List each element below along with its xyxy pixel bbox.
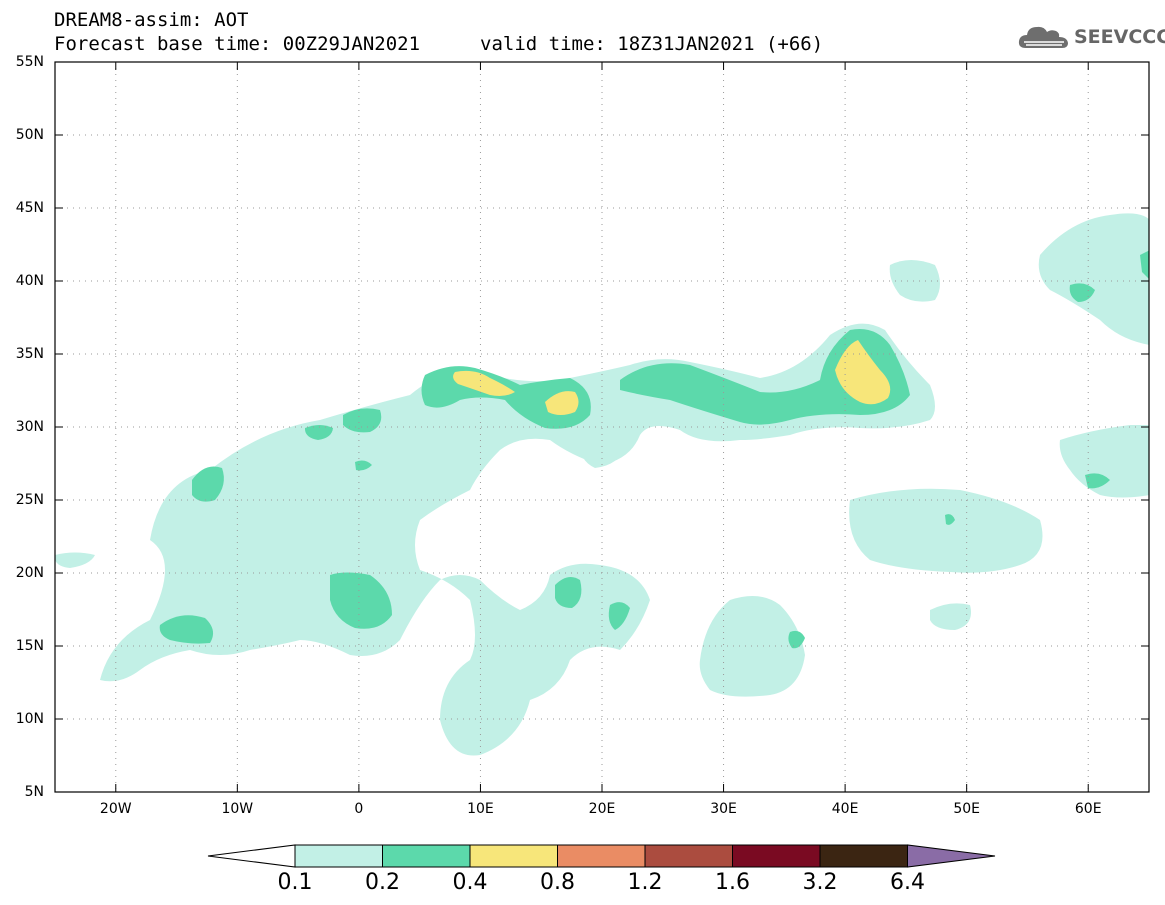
lat-label: 35N: [15, 346, 44, 362]
colorbar-swatch: [644, 844, 733, 868]
lon-label: 60E: [1074, 801, 1102, 817]
colorbar-swatch: [557, 844, 646, 868]
colorbar-high-arrow: [907, 844, 996, 868]
colorbar-label: 0.1: [277, 870, 313, 895]
colorbar-swatch: [294, 844, 383, 868]
map-ticks: [55, 61, 1149, 793]
lat-label: 45N: [15, 200, 44, 216]
seevccc-logo: SEEVCCC: [1018, 22, 1165, 52]
logo-text: SEEVCCC: [1074, 26, 1165, 48]
lat-label: 25N: [15, 492, 44, 508]
lat-label: 30N: [15, 419, 44, 435]
lat-label: 55N: [15, 54, 44, 70]
lat-label: 15N: [15, 638, 44, 654]
lon-label: 0: [354, 801, 364, 817]
lon-label: 20E: [588, 801, 616, 817]
dust-field: [55, 213, 1149, 756]
colorbar-swatch: [469, 844, 558, 868]
colorbar-swatch: [732, 844, 821, 868]
cloud-icon: [1018, 26, 1068, 48]
valid-time: valid time: 18Z31JAN2021 (+66): [480, 33, 824, 55]
colorbar-label: 6.4: [890, 870, 925, 895]
lon-label: 50E: [953, 801, 980, 817]
colorbar-swatch: [382, 844, 471, 868]
lon-label: 10W: [221, 801, 254, 817]
colorbar-low-arrow: [207, 844, 296, 868]
colorbar: [207, 844, 996, 868]
lat-label: 20N: [15, 565, 44, 581]
colorbar-label: 0.4: [452, 870, 488, 895]
colorbar-swatch: [819, 844, 908, 868]
colorbar-label: 0.2: [365, 870, 400, 895]
colorbar-label: 3.2: [802, 870, 838, 895]
lon-label: 20W: [99, 801, 132, 817]
lat-label: 10N: [15, 711, 44, 727]
lat-label: 5N: [24, 784, 44, 800]
lon-label: 10E: [467, 801, 494, 817]
map-title: DREAM8-assim: AOT: [54, 9, 249, 31]
lat-label: 40N: [15, 273, 44, 289]
forecast-base-time: Forecast base time: 00Z29JAN2021: [54, 33, 421, 55]
lon-label: 40E: [831, 801, 859, 817]
map-gridlines: [55, 62, 1149, 792]
colorbar-label: 0.8: [540, 870, 575, 895]
aot-level-0.4: [453, 340, 891, 415]
colorbar-label: 1.6: [715, 870, 750, 895]
lon-label: 30E: [710, 801, 737, 817]
colorbar-label: 1.2: [627, 870, 663, 895]
lat-label: 50N: [15, 127, 44, 143]
